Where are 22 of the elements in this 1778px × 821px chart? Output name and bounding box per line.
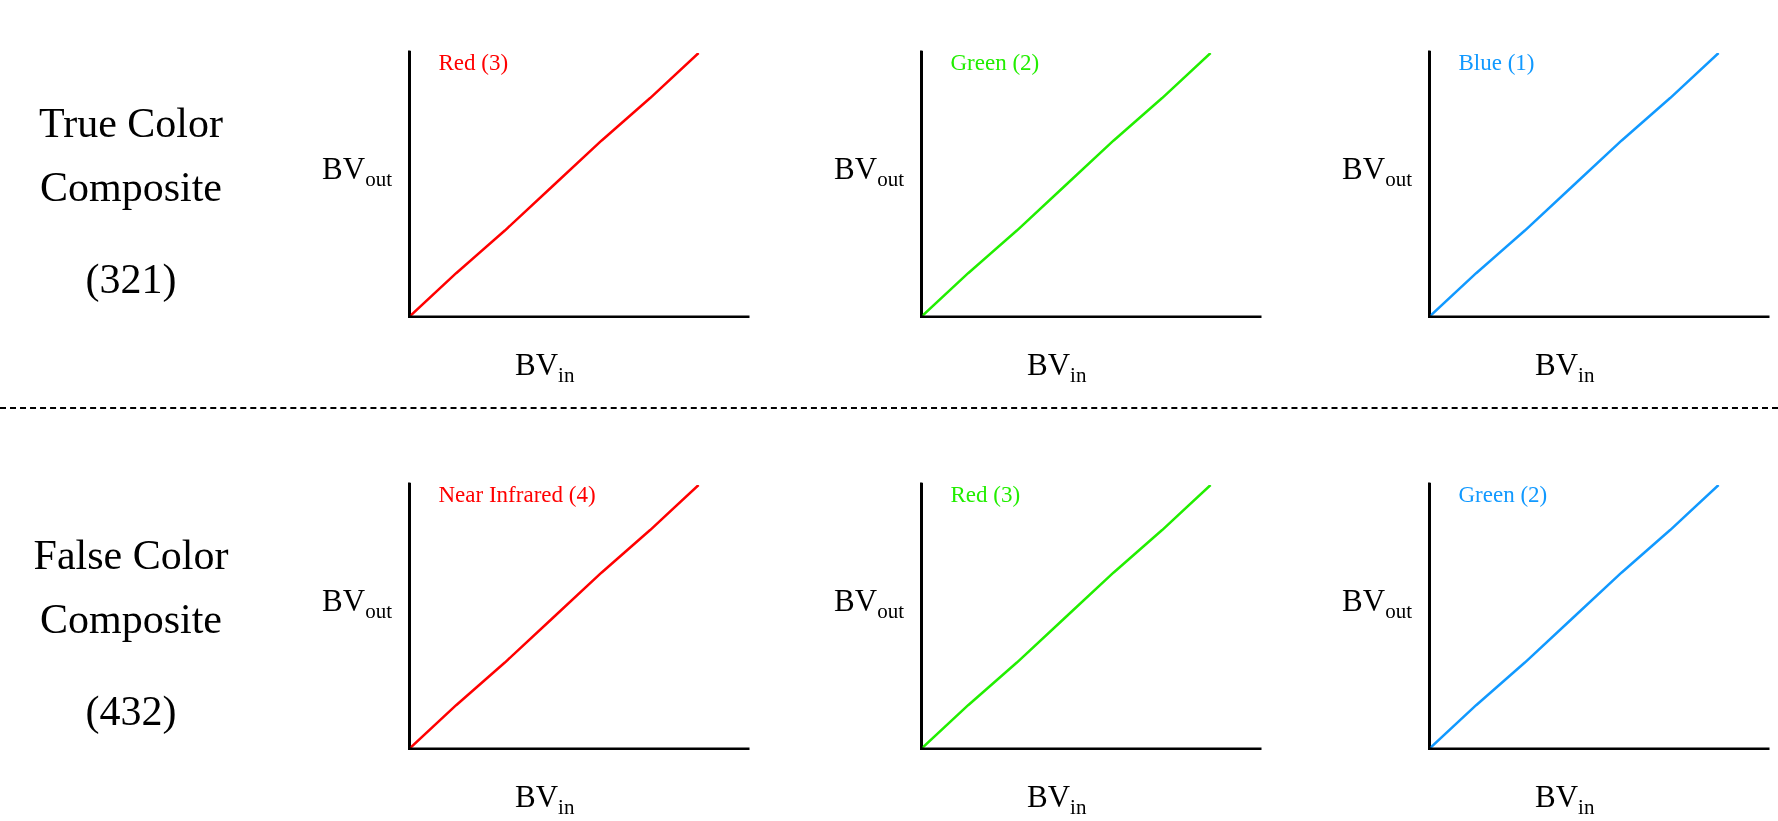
y-axis-title: BV$_{out}$ — [321, 583, 392, 624]
y-axis-title: BV$_{out}$ — [321, 151, 392, 192]
text: Green (2) — [950, 49, 1040, 75]
text: Near Infrared (4) — [438, 481, 596, 507]
x-axis-title: BV$_{in}$ — [1535, 779, 1595, 820]
text: False Color Composite — [32, 531, 230, 644]
y-axis-title: BV$_{out}$ — [833, 151, 904, 192]
text: Blue (1) — [1458, 49, 1535, 75]
x-axis-title: BV$_{in}$ — [1535, 347, 1595, 388]
y-axis-title: BV$_{out}$ — [1341, 151, 1412, 192]
x-axis-title: BV$_{in}$ — [515, 347, 575, 388]
x-axis-title: BV$_{in}$ — [1027, 347, 1087, 388]
text: True Color Composite — [38, 99, 224, 212]
y-axis-title: BV$_{out}$ — [833, 583, 904, 624]
text: (432) — [84, 687, 178, 736]
text: (321) — [84, 255, 178, 304]
text: Red (3) — [438, 49, 509, 75]
y-axis-title: BV$_{out}$ — [1341, 583, 1412, 624]
x-axis-title: BV$_{in}$ — [515, 779, 575, 820]
text: Red (3) — [950, 481, 1021, 507]
x-axis-title: BV$_{in}$ — [1027, 779, 1087, 820]
text: Green (2) — [1458, 481, 1548, 507]
